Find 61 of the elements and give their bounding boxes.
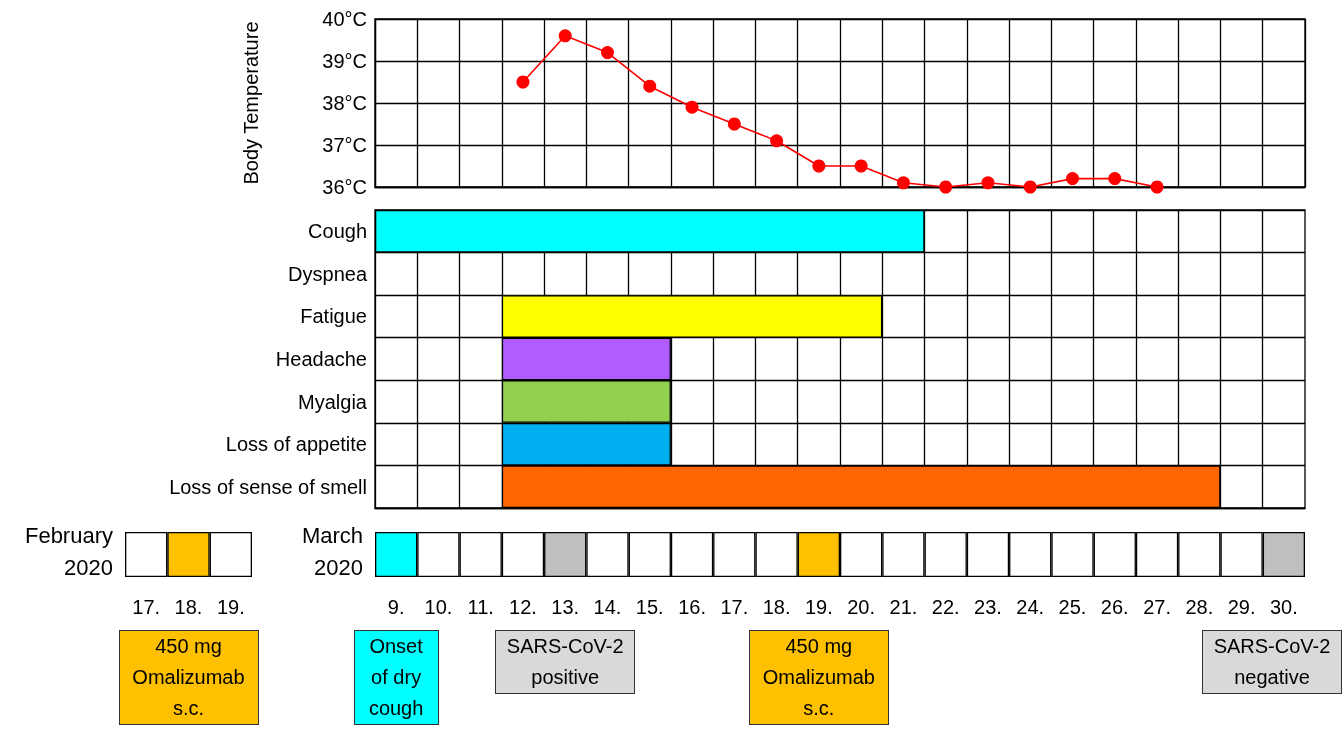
chart-title: March 2020 <box>300 522 363 582</box>
text: SARS-CoV-2 positive <box>495 630 636 694</box>
chart-title: February 2020 <box>23 522 113 582</box>
point <box>558 29 572 43</box>
point <box>770 134 784 148</box>
x-tick-label: 27. <box>1143 596 1171 618</box>
y-tick-label: 39°C <box>322 50 367 72</box>
x-tick-label: 18. <box>762 596 791 618</box>
x-tick-label: 14. <box>593 596 622 618</box>
y-tick-label: Cough <box>308 220 367 243</box>
point <box>896 176 910 190</box>
x-tick-label: 13. <box>551 596 580 618</box>
text: Onset of dry cough <box>353 630 439 725</box>
x-tick-label: 15. <box>635 596 664 618</box>
y-tick-label: 38°C <box>322 92 367 114</box>
x-tick-label: 29. <box>1227 596 1256 618</box>
text: 450 mg Omalizumab s.c. <box>118 630 259 725</box>
point <box>981 176 995 190</box>
point <box>1023 180 1037 194</box>
x-tick-label: 20. <box>847 596 876 618</box>
y-tick-label: Fatigue <box>300 305 367 328</box>
x-tick-label: 16. <box>678 596 706 618</box>
x-tick-label: 17. <box>720 596 749 618</box>
y-tick-label: Loss of appetite <box>225 433 367 456</box>
point <box>1108 172 1122 186</box>
x-tick-label: 11. <box>467 596 494 618</box>
point <box>1066 172 1079 186</box>
y-tick-label: 37°C <box>322 134 367 156</box>
point <box>516 75 530 89</box>
x-tick-label: 10. <box>424 596 453 618</box>
x-tick-label: 9. <box>387 596 405 618</box>
x-tick-label: 17. <box>132 596 161 618</box>
point <box>727 117 741 131</box>
point <box>1150 180 1164 194</box>
point <box>685 100 699 114</box>
x-tick-label: 30. <box>1269 596 1298 618</box>
point <box>939 180 953 194</box>
point <box>812 159 826 173</box>
point <box>854 159 868 173</box>
x-tick-label: 24. <box>1016 596 1045 618</box>
text: SARS-CoV-2 negative <box>1202 630 1342 694</box>
text: 450 mg Omalizumab s.c. <box>748 630 889 725</box>
y-tick-label: Loss of sense of smell <box>169 475 367 498</box>
y-tick-label: Dyspnea <box>288 262 368 285</box>
x-tick-label: 12. <box>509 596 537 618</box>
x-tick-label: 21. <box>889 596 918 618</box>
y-tick-label: Myalgia <box>298 390 368 413</box>
x-tick-label: 25. <box>1058 596 1087 618</box>
x-tick-label: 23. <box>974 596 1002 618</box>
y-tick-label: 36°C <box>322 176 367 198</box>
x-tick-label: 19. <box>804 596 833 618</box>
x-tick-label: 28. <box>1185 596 1214 618</box>
x-tick-label: 22. <box>931 596 960 618</box>
x-tick-label: 19. <box>216 596 245 618</box>
x-tick-label: 18. <box>174 596 203 618</box>
point <box>601 46 614 60</box>
y-tick-label: Headache <box>275 348 367 370</box>
point <box>643 79 657 93</box>
x-tick-label: 26. <box>1100 596 1129 618</box>
y-axis-title: Body Temperature <box>240 21 262 185</box>
y-tick-label: 40°C <box>322 8 367 30</box>
